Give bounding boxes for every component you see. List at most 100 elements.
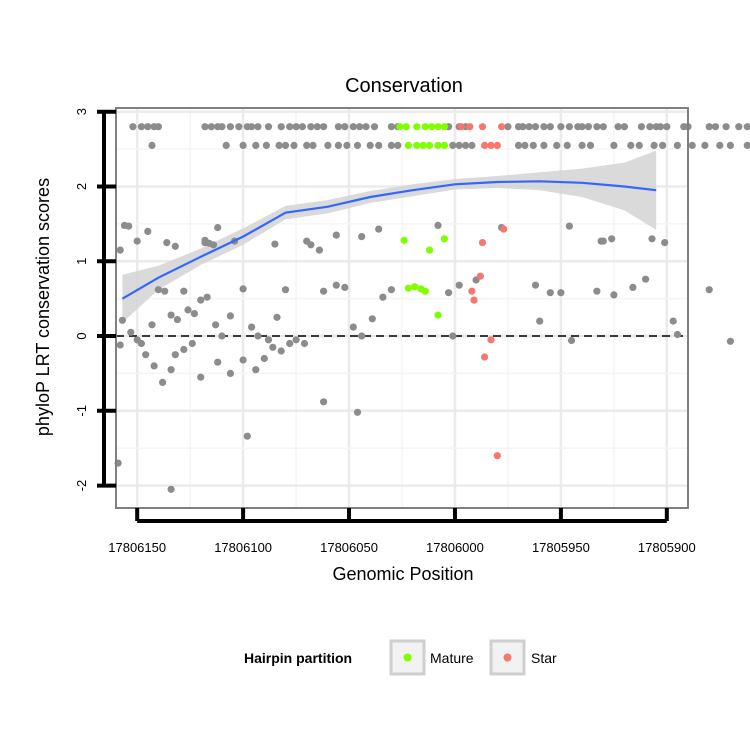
y-tick-label: 2 <box>74 183 89 190</box>
data-point-other <box>148 141 156 149</box>
data-point-other <box>203 293 211 301</box>
data-point-other <box>271 240 279 248</box>
data-point-other <box>688 141 696 149</box>
data-point-other <box>307 123 315 131</box>
data-point-other <box>525 123 533 131</box>
data-point-other <box>521 141 529 149</box>
data-point-other <box>320 123 328 131</box>
data-point-other <box>449 332 457 340</box>
data-point-other <box>163 239 171 247</box>
data-point-mature <box>413 141 421 149</box>
data-point-other <box>239 356 247 364</box>
data-point-other <box>144 123 152 131</box>
data-point-other <box>358 332 366 340</box>
data-point-other <box>133 237 141 245</box>
data-point-mature <box>434 123 442 131</box>
data-point-other <box>455 141 463 149</box>
x-tick-label: 17805900 <box>638 540 696 555</box>
panel-border <box>115 107 689 509</box>
data-point-other <box>127 328 135 336</box>
legend-label-star: Star <box>531 650 557 666</box>
data-point-other <box>167 485 175 493</box>
data-point-other <box>394 141 402 149</box>
data-point-star <box>493 452 501 460</box>
data-point-other <box>309 141 317 149</box>
data-point-other <box>553 141 561 149</box>
data-point-other <box>449 141 457 149</box>
plot-panel <box>114 107 750 509</box>
data-point-other <box>620 123 629 131</box>
data-point-other <box>207 123 215 131</box>
data-point-other <box>262 141 270 149</box>
data-point-mature <box>396 123 404 131</box>
data-point-other <box>303 141 311 149</box>
data-point-other <box>637 123 646 131</box>
data-point-star <box>487 336 495 344</box>
data-point-other <box>298 123 306 131</box>
data-point-other <box>254 332 262 340</box>
data-point-other <box>167 311 175 319</box>
data-point-other <box>197 296 205 304</box>
legend-title: Hairpin partition <box>244 650 352 666</box>
data-point-other <box>362 123 370 131</box>
data-point-mature <box>434 311 442 319</box>
series-other <box>114 123 750 493</box>
data-point-other <box>315 246 323 254</box>
data-point-other <box>445 289 453 297</box>
data-point-star <box>481 141 489 149</box>
x-tick-label: 17806000 <box>426 540 484 555</box>
data-point-other <box>129 123 137 131</box>
data-point-other <box>334 141 342 149</box>
legend: Hairpin partition Mature Star <box>244 639 557 676</box>
data-point-other <box>578 141 586 149</box>
data-point-other <box>254 123 262 131</box>
data-point-other <box>243 432 251 440</box>
data-point-other <box>375 225 383 233</box>
data-point-other <box>226 369 234 377</box>
smooth-ribbon-layer <box>122 150 657 323</box>
data-point-star <box>476 272 484 280</box>
data-point-mature <box>425 246 434 254</box>
data-point-other <box>341 283 349 291</box>
data-point-other <box>154 123 162 131</box>
data-point-other <box>180 345 188 354</box>
data-point-other <box>222 141 230 149</box>
data-point-other <box>722 123 730 131</box>
data-point-other <box>118 316 126 324</box>
data-point-mature <box>440 141 448 149</box>
data-point-other <box>235 123 243 131</box>
data-point-other <box>629 283 637 291</box>
data-point-other <box>275 141 283 149</box>
data-point-star <box>468 287 476 295</box>
data-point-other <box>116 246 124 254</box>
y-tick-label: 3 <box>74 108 89 115</box>
data-point-other <box>504 123 512 131</box>
data-point-other <box>320 287 328 295</box>
data-point-mature <box>434 141 442 149</box>
data-point-other <box>646 123 654 131</box>
data-point-other <box>281 141 290 149</box>
data-point-other <box>290 141 298 149</box>
legend-dot-star <box>503 653 512 662</box>
data-point-other <box>341 123 349 131</box>
smooth-confidence-ribbon <box>122 150 657 323</box>
data-point-other <box>705 286 713 294</box>
data-point-other <box>608 235 616 243</box>
data-point-other <box>144 227 152 235</box>
data-point-other <box>661 239 669 247</box>
x-axis: 17806150 17806100 17806050 17806000 17805950… <box>108 508 696 555</box>
data-point-other <box>292 123 300 131</box>
data-point-other <box>150 362 158 370</box>
data-point-other <box>273 313 281 321</box>
data-point-other <box>379 293 387 301</box>
data-point-other <box>642 275 650 283</box>
data-point-other <box>239 141 247 149</box>
data-point-other <box>286 339 294 348</box>
data-point-other <box>565 222 574 230</box>
data-point-star <box>498 123 506 131</box>
data-point-other <box>529 141 537 149</box>
data-point-other <box>218 123 226 131</box>
data-point-other <box>133 336 141 344</box>
data-point-other <box>565 123 574 131</box>
data-point-other <box>269 343 277 351</box>
